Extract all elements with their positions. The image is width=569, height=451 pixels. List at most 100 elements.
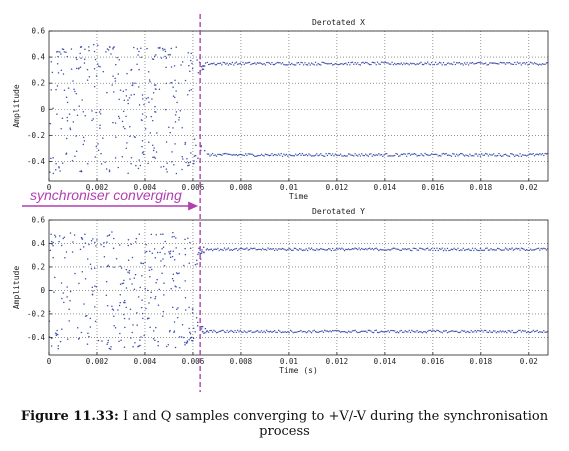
data-point — [133, 46, 135, 49]
data-point — [65, 137, 68, 140]
data-point — [449, 154, 451, 157]
x-axis-label: Time (s) — [279, 366, 318, 375]
data-point — [137, 296, 140, 298]
data-point — [118, 117, 121, 119]
data-point — [52, 241, 54, 244]
data-point — [388, 331, 391, 333]
data-point — [459, 152, 462, 155]
data-point — [399, 249, 401, 252]
data-point — [173, 65, 176, 67]
data-point — [141, 152, 144, 154]
data-point — [52, 107, 54, 109]
data-point — [194, 154, 197, 157]
data-point — [60, 244, 63, 247]
data-point — [295, 64, 297, 66]
data-point — [495, 249, 498, 251]
data-point — [56, 85, 59, 87]
data-point — [110, 53, 112, 55]
data-point — [69, 290, 72, 293]
data-point — [184, 297, 187, 299]
data-point — [102, 137, 104, 139]
data-point — [300, 154, 302, 157]
data-point — [151, 252, 154, 254]
data-point — [207, 63, 210, 66]
data-point — [334, 153, 337, 155]
data-point — [210, 62, 212, 65]
data-point — [440, 155, 442, 157]
data-point — [171, 151, 173, 153]
data-point — [154, 157, 157, 159]
data-point — [400, 153, 402, 156]
data-point — [330, 62, 333, 65]
data-point — [126, 72, 128, 75]
data-point — [145, 97, 148, 100]
data-point — [145, 244, 147, 246]
data-point — [486, 247, 488, 249]
data-point — [69, 128, 72, 131]
data-point — [452, 248, 454, 251]
data-point — [430, 61, 433, 64]
data-point — [543, 330, 545, 332]
data-point — [279, 61, 281, 64]
data-point — [106, 343, 108, 346]
data-point — [138, 345, 140, 347]
data-point — [302, 64, 305, 66]
data-point — [490, 62, 492, 64]
data-point — [310, 332, 313, 334]
data-point — [255, 249, 257, 251]
data-point — [506, 154, 508, 157]
data-point — [396, 248, 399, 250]
data-point — [113, 266, 115, 268]
data-point — [201, 250, 203, 253]
data-point — [304, 330, 306, 333]
data-point — [148, 141, 150, 143]
data-point — [444, 248, 446, 250]
data-point — [65, 251, 68, 253]
data-point — [174, 143, 176, 145]
data-point — [191, 312, 194, 314]
data-point — [70, 68, 73, 70]
data-point — [180, 64, 182, 66]
data-point — [527, 64, 529, 66]
data-point — [285, 249, 288, 252]
data-point — [503, 62, 505, 64]
data-point — [342, 155, 344, 157]
data-point — [58, 240, 60, 243]
data-point — [471, 331, 474, 333]
data-point — [198, 247, 200, 249]
data-point — [428, 154, 430, 157]
data-point — [516, 61, 519, 63]
data-point — [314, 61, 317, 64]
data-point — [129, 278, 131, 280]
data-point — [295, 247, 297, 250]
data-point — [162, 310, 165, 313]
data-point — [146, 47, 148, 50]
data-point — [83, 62, 86, 64]
data-point — [266, 153, 268, 156]
data-point — [151, 98, 153, 100]
data-point — [94, 285, 96, 287]
data-point — [533, 155, 536, 157]
data-point — [93, 85, 96, 88]
data-point — [139, 164, 142, 167]
data-point — [537, 154, 540, 156]
data-point — [230, 154, 232, 156]
data-point — [109, 348, 112, 350]
data-point — [123, 279, 125, 282]
data-point — [302, 154, 305, 157]
data-point — [376, 61, 379, 63]
data-point — [511, 247, 513, 249]
data-point — [425, 62, 428, 65]
data-point — [545, 62, 548, 64]
data-point — [213, 329, 215, 332]
data-point — [169, 250, 172, 252]
data-point — [221, 329, 223, 332]
data-point — [444, 153, 446, 155]
data-point — [263, 63, 265, 65]
data-point — [233, 331, 235, 334]
data-point — [259, 154, 261, 157]
data-point — [494, 155, 496, 157]
data-point — [424, 249, 426, 251]
data-point — [168, 330, 171, 333]
data-point — [304, 62, 306, 64]
